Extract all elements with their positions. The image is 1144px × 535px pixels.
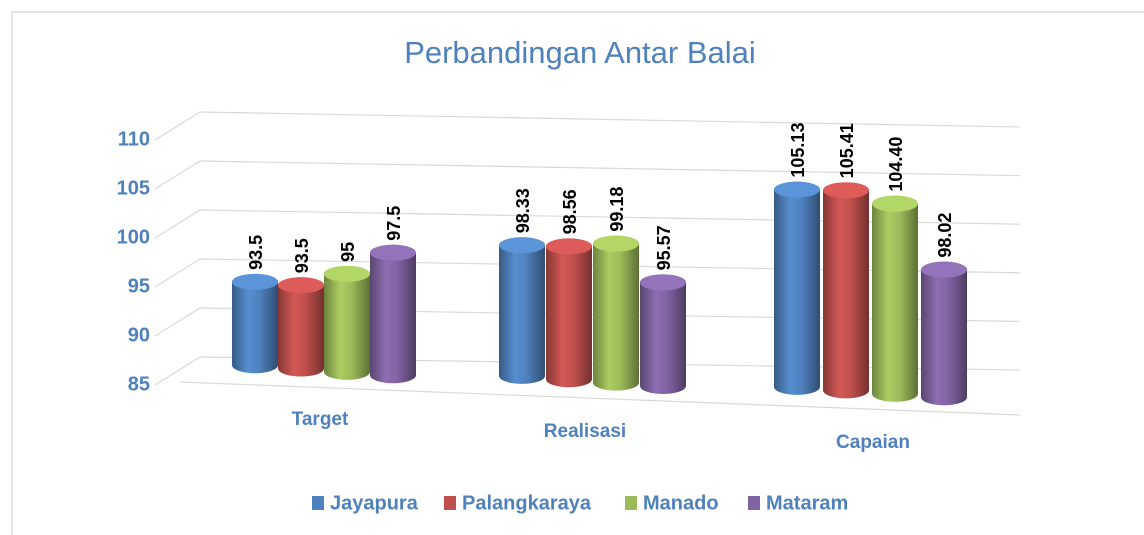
bar <box>872 195 918 402</box>
bar-top <box>921 261 967 278</box>
bar <box>499 237 545 384</box>
bar <box>774 181 820 395</box>
bar <box>546 238 592 388</box>
grid-line <box>154 307 1021 337</box>
bar <box>593 235 639 391</box>
bar-top <box>324 265 370 282</box>
bar-top <box>278 277 324 294</box>
x-tick-label: Target <box>292 409 349 430</box>
grid-line <box>154 356 1021 386</box>
bar <box>640 274 686 395</box>
legend-swatch <box>748 496 760 510</box>
bar-top <box>499 237 545 254</box>
floor-edge <box>179 381 1021 416</box>
data-label: 95.57 <box>654 225 674 270</box>
data-label: 98.56 <box>560 189 580 234</box>
data-label: 98.33 <box>513 188 533 233</box>
bar <box>278 277 324 377</box>
legend-swatch <box>312 496 324 510</box>
legend-label: Mataram <box>766 492 848 514</box>
data-label: 95 <box>338 242 358 262</box>
data-label: 99.18 <box>607 187 627 232</box>
y-tick-label: 90 <box>128 324 150 346</box>
chart-border <box>11 11 1144 535</box>
x-tick-label: Capaian <box>836 432 910 453</box>
legend-swatch <box>625 496 637 510</box>
data-label: 104.40 <box>886 137 906 192</box>
grid-line <box>154 111 1021 141</box>
bar <box>823 182 869 399</box>
y-tick-label: 95 <box>128 275 150 297</box>
bar-top <box>370 244 416 261</box>
x-tick-label: Realisasi <box>544 421 626 442</box>
chart-title: Perbandingan Antar Balai <box>404 35 756 70</box>
bar-top <box>823 182 869 199</box>
bar <box>324 265 370 380</box>
y-tick-label: 110 <box>118 128 150 150</box>
y-tick-label: 105 <box>117 177 150 199</box>
bar-top <box>232 273 278 290</box>
bar <box>232 273 278 374</box>
data-label: 105.41 <box>837 123 857 178</box>
legend-swatch <box>444 496 456 510</box>
data-label: 105.13 <box>788 123 808 178</box>
legend-label: Jayapura <box>330 492 419 514</box>
data-label: 98.02 <box>935 213 955 258</box>
bar <box>370 244 416 384</box>
bar-top <box>546 238 592 255</box>
legend-label: Manado <box>643 492 719 514</box>
legend-label: Palangkaraya <box>462 492 592 514</box>
grid-line <box>154 209 1021 239</box>
bar-top <box>640 274 686 291</box>
data-label: 93.5 <box>292 238 312 273</box>
bar-top <box>774 181 820 198</box>
bar-top <box>593 235 639 252</box>
bar <box>921 261 967 406</box>
y-tick-label: 100 <box>117 226 150 248</box>
grid-line <box>154 258 1021 288</box>
data-label: 93.5 <box>246 235 266 270</box>
y-tick-label: 85 <box>128 373 150 395</box>
data-label: 97.5 <box>384 206 404 241</box>
bar-top <box>872 195 918 212</box>
grid-line <box>154 160 1021 190</box>
